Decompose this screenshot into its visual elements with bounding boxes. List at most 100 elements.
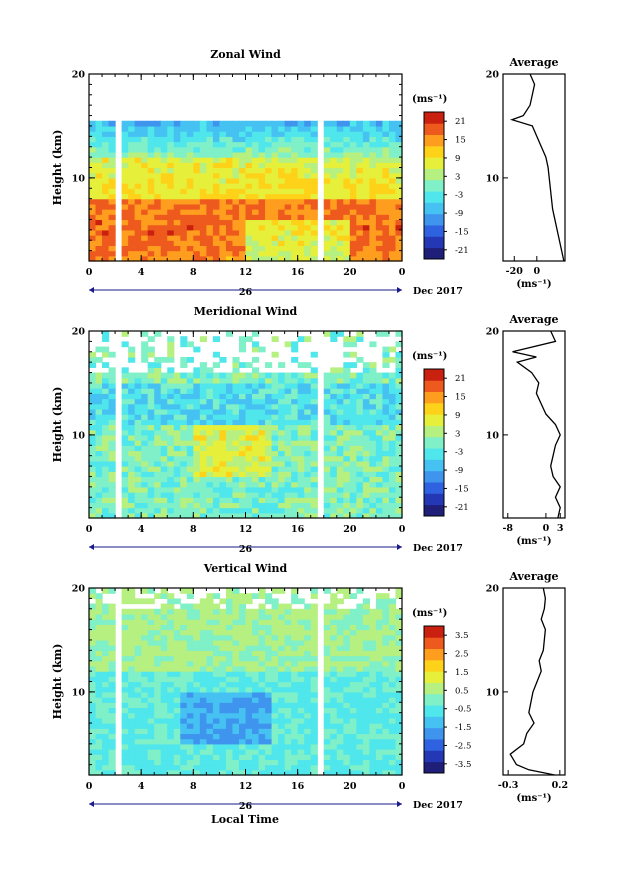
heatmap-cell: [212, 660, 221, 667]
heatmap-cell: [245, 408, 253, 415]
heatmap-cell: [304, 476, 312, 483]
profile-frame: [502, 330, 566, 519]
heatmap-cell: [271, 655, 279, 662]
heatmap-cell: [382, 759, 390, 766]
heatmap-cell: [343, 167, 351, 174]
heatmap-cell: [343, 214, 351, 221]
heatmap-cell: [382, 414, 390, 420]
heatmap-cell: [258, 645, 266, 651]
heatmap-cell: [395, 440, 403, 446]
heatmap-cell: [375, 162, 384, 169]
heatmap-cell: [362, 440, 370, 446]
heatmap-cell: [232, 613, 240, 620]
heatmap-cell: [154, 629, 162, 636]
heatmap-cell: [154, 460, 162, 467]
heatmap-cell: [252, 466, 260, 472]
heatmap-cell: [95, 346, 103, 353]
heatmap-cell: [199, 450, 207, 457]
heatmap-cell: [134, 759, 142, 766]
heatmap-cell: [95, 382, 103, 389]
profile-y-tick-label: 10: [486, 173, 500, 184]
heatmap-cell: [323, 460, 331, 467]
profile-line: [509, 73, 565, 262]
heatmap-cell: [375, 681, 384, 688]
heatmap-cell: [356, 613, 364, 620]
heatmap-cell: [258, 188, 266, 195]
heatmap-cell: [349, 650, 357, 657]
heatmap-cell: [167, 177, 175, 184]
heatmap-cell: [291, 702, 299, 709]
heatmap-cell: [173, 512, 181, 519]
heatmap-cell: [278, 393, 286, 400]
heatmap-cell: [284, 162, 292, 169]
heatmap-cell: [160, 403, 168, 410]
heatmap-cell: [310, 162, 318, 169]
heatmap-cell: [134, 445, 142, 452]
heatmap-cell: [238, 624, 247, 631]
heatmap-cell: [245, 455, 253, 462]
heatmap-cell: [336, 660, 344, 667]
heatmap-cell: [349, 172, 357, 179]
heatmap-cell: [310, 645, 318, 651]
heatmap-cell: [193, 749, 201, 755]
heatmap-cell: [252, 481, 260, 488]
heatmap-cell: [154, 151, 162, 158]
heatmap-cell: [128, 481, 136, 488]
heatmap-cell: [291, 723, 299, 729]
heatmap-cell: [388, 372, 397, 379]
heatmap-cell: [232, 712, 240, 719]
colorbar-segment: [424, 134, 444, 147]
heatmap-cell: [128, 608, 136, 615]
heatmap-cell: [193, 671, 201, 677]
heatmap-cell: [395, 502, 403, 509]
heatmap-cell: [121, 414, 129, 420]
heatmap-cell: [291, 486, 299, 493]
heatmap-cell: [225, 398, 234, 405]
heatmap-cell: [95, 141, 103, 148]
heatmap-cell: [121, 733, 129, 740]
heatmap-cell: [206, 502, 214, 509]
heatmap-cell: [167, 665, 175, 672]
heatmap-cell: [349, 712, 357, 719]
heatmap-cell: [238, 408, 247, 415]
heatmap-cell: [232, 377, 240, 384]
heatmap-cell: [304, 608, 312, 615]
heatmap-cell: [89, 665, 97, 672]
heatmap-cell: [134, 676, 142, 683]
heatmap-cell: [323, 214, 331, 221]
heatmap-cell: [395, 629, 403, 636]
heatmap-cell: [160, 136, 168, 143]
heatmap-cell: [330, 733, 338, 740]
heatmap-cell: [349, 702, 357, 709]
heatmap-cell: [232, 629, 240, 636]
heatmap-cell: [382, 188, 390, 195]
heatmap-cell: [395, 188, 403, 195]
heatmap-cell: [258, 398, 266, 405]
heatmap-cell: [252, 172, 260, 179]
heatmap-cell: [193, 619, 201, 625]
heatmap-cell: [128, 120, 136, 127]
heatmap-cell: [212, 712, 221, 719]
heatmap-cell: [310, 445, 318, 452]
heatmap-cell: [225, 759, 234, 766]
heatmap-cell: [369, 512, 377, 519]
heatmap-cell: [245, 388, 253, 394]
heatmap-cell: [258, 377, 266, 384]
heatmap-cell: [206, 733, 214, 740]
heatmap-cell: [180, 414, 188, 420]
heatmap-cell: [160, 235, 168, 241]
heatmap-cell: [134, 408, 142, 415]
heatmap-cell: [245, 593, 253, 599]
heatmap-cell: [199, 660, 207, 667]
heatmap-cell: [206, 481, 214, 488]
heatmap-cell: [310, 229, 318, 236]
heatmap-cell: [343, 450, 351, 457]
heatmap-cell: [330, 393, 338, 400]
heatmap-cell: [265, 492, 273, 498]
heatmap-cell: [206, 665, 214, 672]
heatmap-cell: [199, 377, 207, 384]
heatmap-cell: [134, 372, 142, 379]
heatmap-cell: [362, 481, 370, 488]
heatmap-cell: [108, 759, 116, 766]
